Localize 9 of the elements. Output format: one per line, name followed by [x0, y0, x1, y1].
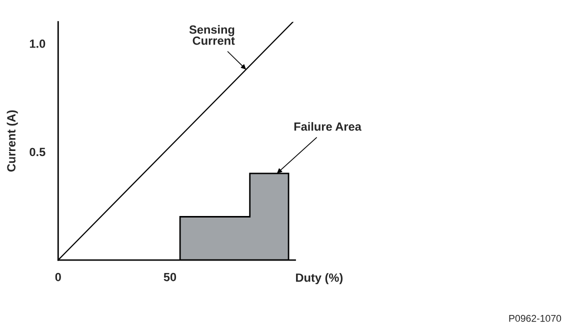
- x-tick-label: 50: [164, 272, 176, 282]
- text: Sensing Current: [189, 25, 235, 45]
- y-tick-label: 1.0: [30, 40, 46, 48]
- y-axis-title: Current (A): [6, 110, 18, 172]
- x-tick-label: 0: [55, 272, 61, 282]
- text: P0962-1070: [509, 314, 562, 322]
- y-tick-label: 0.5: [30, 148, 46, 156]
- x-axis-title: Duty (%): [296, 273, 343, 284]
- text: Failure Area: [294, 122, 362, 131]
